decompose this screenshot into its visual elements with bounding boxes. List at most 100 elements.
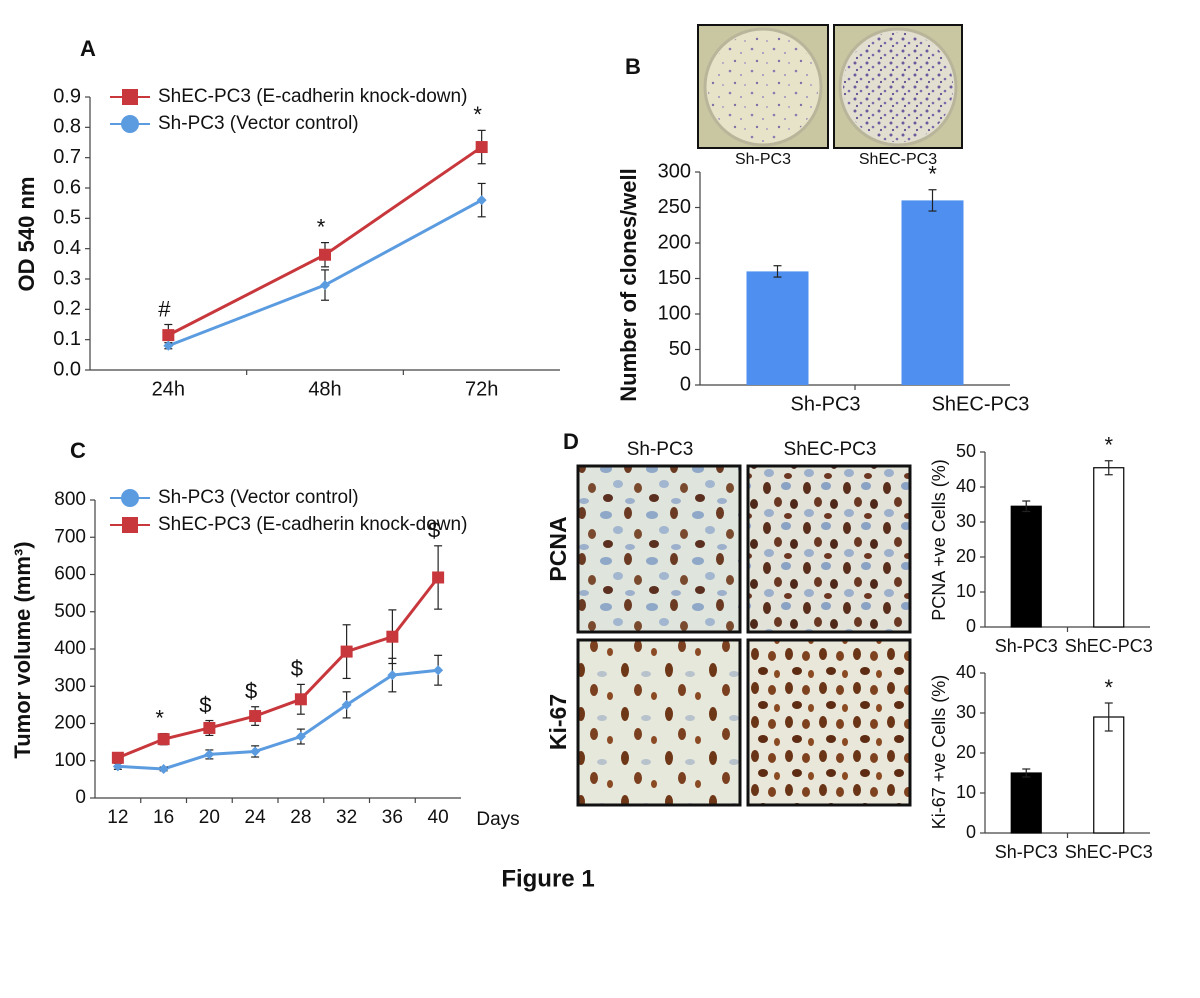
x-tick-label: 28 bbox=[290, 807, 311, 828]
y-tick-label: 0 bbox=[966, 822, 976, 842]
y-tick-label: 40 bbox=[956, 662, 976, 682]
point bbox=[432, 571, 445, 584]
micrograph bbox=[576, 638, 742, 807]
y-tick-label: 100 bbox=[54, 750, 86, 771]
point bbox=[433, 665, 444, 676]
legend-marker bbox=[122, 89, 138, 105]
y-tick-label: 800 bbox=[54, 489, 86, 510]
y-axis-label: PCNA +ve Cells (%) bbox=[929, 459, 949, 621]
row-label: Ki-67 bbox=[545, 694, 571, 750]
figure-title: Figure 1 bbox=[501, 865, 594, 892]
y-tick-label: 0 bbox=[75, 787, 86, 808]
x-tick-label: 40 bbox=[428, 807, 449, 828]
point bbox=[203, 721, 216, 734]
legend-label: ShEC-PC3 (E-cadherin knock-down) bbox=[158, 86, 467, 107]
point bbox=[319, 248, 331, 261]
y-tick-label: 40 bbox=[956, 476, 976, 496]
micrograph bbox=[746, 638, 912, 807]
panel-label: A bbox=[80, 36, 96, 61]
point bbox=[386, 630, 399, 643]
bar bbox=[1093, 716, 1125, 834]
y-tick-label: 400 bbox=[54, 638, 86, 659]
x-tick-label: 32 bbox=[336, 807, 357, 828]
x-tick-label: Sh-PC3 bbox=[790, 393, 860, 415]
x-tick-label: ShEC-PC3 bbox=[1065, 842, 1153, 862]
panel-label: B bbox=[625, 54, 641, 79]
y-tick-label: 10 bbox=[956, 581, 976, 601]
x-tick-label: 24 bbox=[245, 807, 267, 828]
annotation: * bbox=[1104, 433, 1113, 458]
y-tick-label: 0.2 bbox=[53, 298, 81, 320]
bar bbox=[746, 271, 809, 385]
point bbox=[341, 699, 352, 710]
y-tick-label: 100 bbox=[658, 302, 691, 324]
point bbox=[320, 280, 330, 291]
series-line bbox=[117, 668, 439, 771]
annotation: * bbox=[473, 102, 482, 127]
image-label: Sh-PC3 bbox=[735, 151, 791, 168]
point bbox=[163, 340, 174, 351]
annotation: $ bbox=[428, 518, 440, 543]
y-tick-label: 0.0 bbox=[53, 358, 81, 380]
point bbox=[340, 645, 353, 658]
y-tick-label: 250 bbox=[658, 196, 691, 218]
y-tick-label: 0.6 bbox=[53, 176, 81, 198]
y-tick-label: 50 bbox=[669, 338, 691, 360]
y-tick-label: 0.9 bbox=[53, 85, 81, 107]
x-tick-label: 20 bbox=[199, 807, 220, 828]
x-tick-label: 48h bbox=[308, 378, 341, 400]
x-tick-label: ShEC-PC3 bbox=[932, 393, 1030, 415]
annotation: * bbox=[155, 705, 164, 730]
x-tick-label: 72h bbox=[465, 378, 498, 400]
x-tick-label: 16 bbox=[153, 807, 174, 828]
annotation: $ bbox=[245, 679, 257, 704]
y-tick-label: 10 bbox=[956, 782, 976, 802]
point bbox=[204, 749, 215, 760]
point bbox=[158, 763, 169, 774]
legend-label: Sh-PC3 (Vector control) bbox=[158, 113, 359, 134]
point bbox=[250, 746, 261, 757]
point bbox=[295, 731, 306, 742]
y-tick-label: 20 bbox=[956, 742, 976, 762]
y-tick-label: 0.8 bbox=[53, 116, 81, 138]
legend-label: ShEC-PC3 (E-cadherin knock-down) bbox=[158, 514, 467, 535]
y-tick-label: 0.1 bbox=[53, 328, 81, 350]
x-tick-label: 12 bbox=[107, 807, 128, 828]
bar bbox=[1010, 772, 1042, 834]
point bbox=[162, 329, 175, 342]
x-tick-label: 24h bbox=[152, 378, 185, 400]
y-tick-label: 300 bbox=[54, 675, 86, 696]
series-line bbox=[117, 576, 440, 760]
y-tick-label: 0.5 bbox=[53, 207, 81, 229]
point bbox=[475, 141, 488, 154]
y-tick-label: 0 bbox=[966, 616, 976, 636]
legend-marker bbox=[121, 115, 139, 133]
y-tick-label: 600 bbox=[54, 564, 86, 585]
y-tick-label: 50 bbox=[956, 441, 976, 461]
y-tick-label: 0.4 bbox=[53, 237, 81, 259]
y-tick-label: 0.7 bbox=[53, 146, 81, 168]
column-label: Sh-PC3 bbox=[627, 439, 694, 460]
image-label: ShEC-PC3 bbox=[859, 151, 937, 168]
point bbox=[294, 693, 307, 706]
bar bbox=[1010, 505, 1042, 628]
y-tick-label: 20 bbox=[956, 546, 976, 566]
point bbox=[112, 761, 123, 772]
y-tick-label: 30 bbox=[956, 511, 976, 531]
annotation: $ bbox=[291, 656, 303, 681]
x-tick-label: Sh-PC3 bbox=[995, 636, 1058, 656]
point bbox=[111, 751, 124, 764]
colonies bbox=[708, 32, 818, 142]
legend-label: Sh-PC3 (Vector control) bbox=[158, 487, 359, 508]
point bbox=[249, 710, 262, 723]
x-tick-label: ShEC-PC3 bbox=[1065, 636, 1153, 656]
bar bbox=[901, 200, 964, 385]
bar bbox=[1093, 467, 1125, 628]
y-tick-label: 200 bbox=[54, 713, 86, 734]
x-tick-label: Sh-PC3 bbox=[995, 842, 1058, 862]
y-tick-label: 700 bbox=[54, 526, 86, 547]
y-axis-label: Number of clones/well bbox=[616, 168, 641, 402]
annotation: # bbox=[158, 296, 171, 321]
legend-marker bbox=[121, 489, 139, 507]
